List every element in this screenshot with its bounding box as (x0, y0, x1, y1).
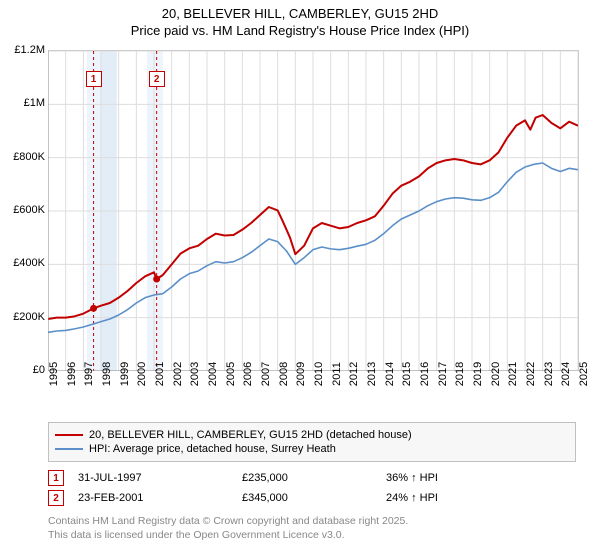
y-tick-label: £600K (13, 204, 45, 216)
footer-line-2: This data is licensed under the Open Gov… (48, 529, 345, 541)
x-tick-label: 2015 (401, 362, 413, 386)
x-tick-label: 2009 (295, 362, 307, 386)
x-tick-label: 2007 (260, 362, 272, 386)
x-tick-label: 2005 (225, 362, 237, 386)
x-tick-label: 2014 (384, 362, 396, 386)
x-tick-label: 2022 (525, 362, 537, 386)
chart-marker-badge: 2 (149, 71, 165, 87)
marker-date: 31-JUL-1997 (78, 472, 228, 484)
marker-table-row: 2 23-FEB-2001 £345,000 24% ↑ HPI (48, 490, 506, 506)
y-tick-label: £1M (24, 97, 45, 109)
y-tick-label: £200K (13, 311, 45, 323)
x-tick-label: 2011 (331, 362, 343, 386)
x-tick-label: 2013 (366, 362, 378, 386)
marker-date: 23-FEB-2001 (78, 492, 228, 504)
marker-price: £345,000 (242, 492, 372, 504)
footer-line-1: Contains HM Land Registry data © Crown c… (48, 515, 408, 527)
legend-label: 20, BELLEVER HILL, CAMBERLEY, GU15 2HD (… (89, 429, 412, 441)
x-tick-label: 1996 (66, 362, 78, 386)
marker-table-row: 1 31-JUL-1997 £235,000 36% ↑ HPI (48, 470, 506, 486)
x-tick-label: 1998 (101, 362, 113, 386)
chart-container: 20, BELLEVER HILL, CAMBERLEY, GU15 2HD P… (0, 0, 600, 560)
x-tick-label: 2012 (348, 362, 360, 386)
x-tick-label: 2020 (490, 362, 502, 386)
marker-price: £235,000 (242, 472, 372, 484)
x-tick-label: 2016 (419, 362, 431, 386)
x-tick-label: 1995 (48, 362, 60, 386)
plot-area (48, 50, 579, 371)
chart-marker-badge: 1 (86, 71, 102, 87)
y-tick-label: £800K (13, 151, 45, 163)
legend-label: HPI: Average price, detached house, Surr… (89, 443, 336, 455)
x-tick-label: 2006 (242, 362, 254, 386)
chart-title: 20, BELLEVER HILL, CAMBERLEY, GU15 2HD P… (0, 0, 600, 40)
legend-item: HPI: Average price, detached house, Surr… (55, 443, 569, 455)
legend-swatch (55, 448, 83, 450)
x-tick-label: 2019 (472, 362, 484, 386)
x-tick-label: 2024 (560, 362, 572, 386)
title-line-2: Price paid vs. HM Land Registry's House … (131, 23, 469, 38)
footer: Contains HM Land Registry data © Crown c… (48, 514, 408, 542)
y-tick-label: £1.2M (14, 44, 45, 56)
x-tick-label: 2008 (278, 362, 290, 386)
x-tick-label: 1999 (119, 362, 131, 386)
x-tick-label: 2021 (507, 362, 519, 386)
legend: 20, BELLEVER HILL, CAMBERLEY, GU15 2HD (… (48, 422, 576, 462)
x-tick-label: 2004 (207, 362, 219, 386)
x-tick-label: 2023 (543, 362, 555, 386)
x-tick-label: 2000 (136, 362, 148, 386)
marker-badge: 2 (48, 490, 64, 506)
x-tick-label: 2001 (154, 362, 166, 386)
legend-item: 20, BELLEVER HILL, CAMBERLEY, GU15 2HD (… (55, 429, 569, 441)
title-line-1: 20, BELLEVER HILL, CAMBERLEY, GU15 2HD (162, 6, 439, 21)
marker-delta: 36% ↑ HPI (386, 472, 506, 484)
y-tick-label: £0 (33, 364, 45, 376)
x-tick-label: 1997 (83, 362, 95, 386)
x-tick-label: 2003 (189, 362, 201, 386)
marker-badge: 1 (48, 470, 64, 486)
y-tick-label: £400K (13, 257, 45, 269)
x-tick-label: 2018 (454, 362, 466, 386)
x-tick-label: 2017 (437, 362, 449, 386)
plot-svg (48, 51, 578, 371)
x-tick-label: 2002 (172, 362, 184, 386)
marker-delta: 24% ↑ HPI (386, 492, 506, 504)
legend-swatch (55, 434, 83, 436)
x-tick-label: 2010 (313, 362, 325, 386)
x-tick-label: 2025 (578, 362, 590, 386)
marker-table: 1 31-JUL-1997 £235,000 36% ↑ HPI 2 23-FEB-200… (48, 466, 506, 510)
